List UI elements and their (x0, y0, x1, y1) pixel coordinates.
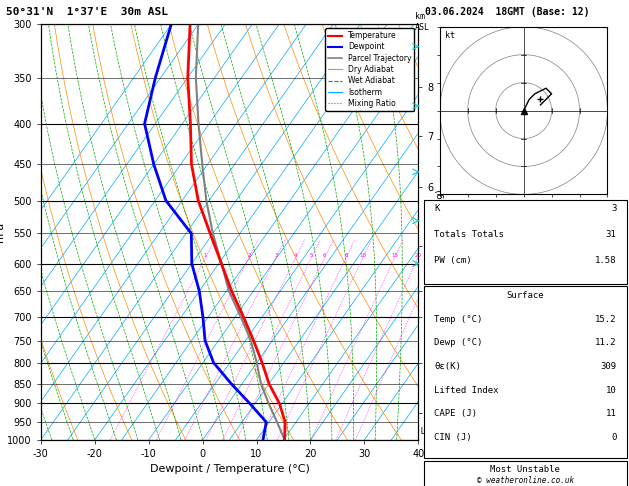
Text: Most Unstable: Most Unstable (490, 466, 560, 474)
Text: θε(K): θε(K) (434, 362, 461, 371)
X-axis label: Dewpoint / Temperature (°C): Dewpoint / Temperature (°C) (150, 465, 309, 474)
Text: CIN (J): CIN (J) (434, 433, 472, 442)
Legend: Temperature, Dewpoint, Parcel Trajectory, Dry Adiabat, Wet Adiabat, Isotherm, Mi: Temperature, Dewpoint, Parcel Trajectory… (325, 28, 415, 111)
Text: 15.2: 15.2 (595, 314, 616, 324)
Text: 11: 11 (606, 409, 616, 418)
FancyBboxPatch shape (423, 286, 627, 458)
Text: PW (cm): PW (cm) (434, 256, 472, 265)
Text: 3: 3 (274, 253, 277, 258)
Text: K: K (434, 204, 439, 213)
Text: 6: 6 (323, 253, 326, 258)
Text: 31: 31 (606, 230, 616, 239)
Text: Temp (°C): Temp (°C) (434, 314, 482, 324)
Text: 10: 10 (359, 253, 366, 258)
Text: 1: 1 (204, 253, 207, 258)
Text: 15: 15 (391, 253, 398, 258)
Text: Totals Totals: Totals Totals (434, 230, 504, 239)
Text: 20: 20 (415, 253, 421, 258)
Text: km
ASL: km ASL (415, 12, 430, 32)
Text: CAPE (J): CAPE (J) (434, 409, 477, 418)
Text: 50°31'N  1°37'E  30m ASL: 50°31'N 1°37'E 30m ASL (6, 7, 169, 17)
Text: 1.58: 1.58 (595, 256, 616, 265)
Y-axis label: Mixing Ratio (g/kg): Mixing Ratio (g/kg) (437, 189, 445, 275)
Text: LCL: LCL (418, 427, 436, 435)
Text: 2: 2 (247, 253, 251, 258)
Text: Lifted Index: Lifted Index (434, 386, 498, 395)
Y-axis label: hPa: hPa (0, 222, 4, 242)
Text: 309: 309 (601, 362, 616, 371)
FancyBboxPatch shape (423, 200, 627, 284)
Text: © weatheronline.co.uk: © weatheronline.co.uk (477, 476, 574, 485)
FancyBboxPatch shape (423, 461, 627, 486)
Text: 5: 5 (309, 253, 313, 258)
Text: 03.06.2024  18GMT (Base: 12): 03.06.2024 18GMT (Base: 12) (425, 7, 589, 17)
Text: 3: 3 (611, 204, 616, 213)
Text: 0: 0 (611, 433, 616, 442)
Text: 10: 10 (606, 386, 616, 395)
Text: Dewp (°C): Dewp (°C) (434, 338, 482, 347)
Text: 4: 4 (294, 253, 298, 258)
Text: 8: 8 (344, 253, 348, 258)
Text: Surface: Surface (506, 291, 544, 300)
Text: kt: kt (445, 31, 455, 40)
Text: 11.2: 11.2 (595, 338, 616, 347)
